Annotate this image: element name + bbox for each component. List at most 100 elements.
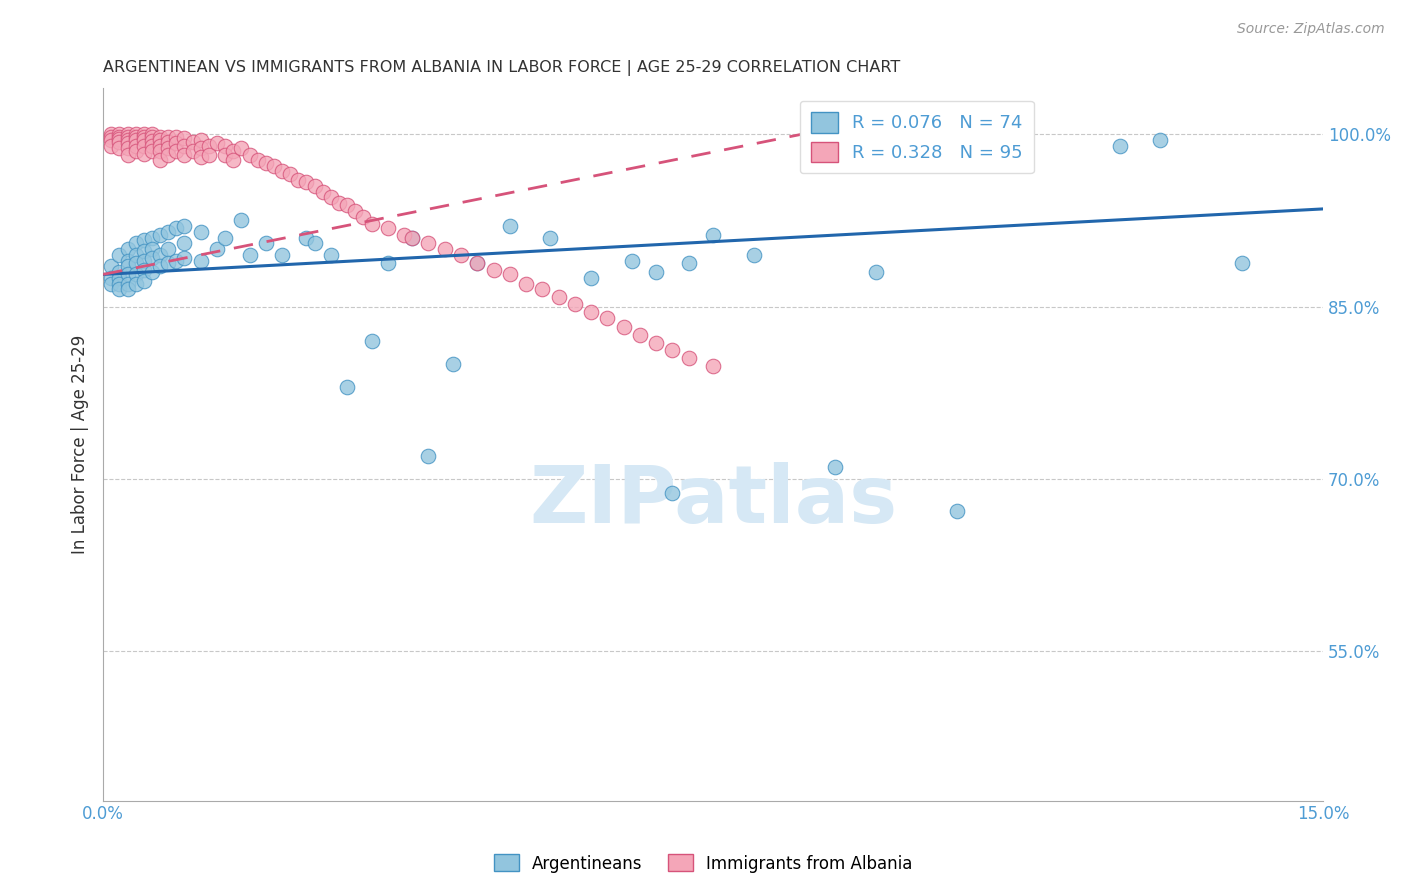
Point [132,233,155,247]
Point [441,357,464,371]
Point [1230,256,1253,270]
Point [108,132,131,146]
Point [124,127,146,141]
Point [108,282,131,296]
Point [157,148,180,162]
Point [124,277,146,291]
Point [336,380,359,394]
Point [645,265,668,279]
Point [254,156,277,170]
Point [149,145,172,159]
Point [433,242,456,256]
Point [117,277,139,291]
Point [742,248,765,262]
Point [661,485,683,500]
Point [465,256,488,270]
Point [108,270,131,285]
Point [271,248,294,262]
Point [100,138,122,153]
Point [173,252,195,266]
Point [108,277,131,291]
Point [100,277,122,291]
Legend: R = 0.076   N = 74, R = 0.328   N = 95: R = 0.076 N = 74, R = 0.328 N = 95 [800,101,1033,173]
Point [319,248,342,262]
Point [613,320,636,334]
Point [377,256,399,270]
Point [190,253,212,268]
Point [100,129,122,144]
Point [108,127,131,141]
Point [173,130,195,145]
Point [336,198,359,212]
Point [117,148,139,162]
Point [620,253,643,268]
Point [678,351,700,366]
Point [238,148,260,162]
Point [214,148,236,162]
Point [165,136,187,151]
Point [132,129,155,144]
Point [190,150,212,164]
Point [141,265,163,279]
Point [149,228,172,243]
Point [222,153,245,167]
Point [141,138,163,153]
Point [360,334,382,348]
Text: ARGENTINEAN VS IMMIGRANTS FROM ALBANIA IN LABOR FORCE | AGE 25-29 CORRELATION CH: ARGENTINEAN VS IMMIGRANTS FROM ALBANIA I… [103,60,900,76]
Point [124,138,146,153]
Point [352,210,374,224]
Point [328,196,350,211]
Point [108,129,131,144]
Point [465,256,488,270]
Point [117,260,139,274]
Point [278,168,301,182]
Point [132,146,155,161]
Point [181,145,204,159]
Point [124,236,146,251]
Point [173,138,195,153]
Point [263,160,285,174]
Point [401,230,423,244]
Point [515,277,537,291]
Point [117,136,139,151]
Point [117,282,139,296]
Point [254,236,277,251]
Point [531,282,554,296]
Text: ZIPatlas: ZIPatlas [529,462,897,541]
Point [190,133,212,147]
Point [165,253,187,268]
Point [295,230,318,244]
Point [287,173,309,187]
Point [231,141,253,155]
Point [132,138,155,153]
Point [173,219,195,234]
Point [108,265,131,279]
Point [117,129,139,144]
Point [392,228,415,243]
Point [824,460,846,475]
Point [124,145,146,159]
Point [157,256,180,270]
Point [678,256,700,270]
Point [157,225,180,239]
Point [132,274,155,288]
Point [149,138,172,153]
Point [165,221,187,235]
Point [190,141,212,155]
Point [181,135,204,149]
Point [319,190,342,204]
Point [401,230,423,244]
Point [1149,133,1171,147]
Point [304,178,326,193]
Point [124,268,146,282]
Point [190,225,212,239]
Point [100,270,122,285]
Point [124,256,146,270]
Point [312,185,335,199]
Point [547,290,569,304]
Point [117,141,139,155]
Point [418,236,440,251]
Point [596,311,619,326]
Point [108,135,131,149]
Point [214,230,236,244]
